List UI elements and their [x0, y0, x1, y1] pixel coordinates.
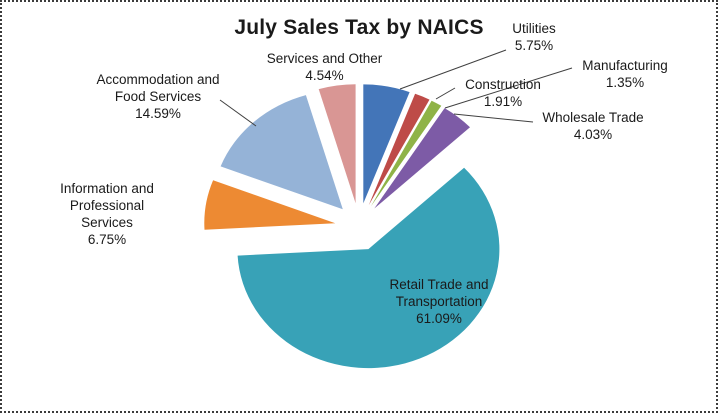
slice-label-services-and-other: Services and Other 4.54%: [242, 50, 407, 84]
slice-pct-text: 6.75%: [87, 232, 127, 247]
pie-slice-construction: [368, 93, 430, 206]
slice-pct-text: 1.35%: [605, 75, 645, 90]
slice-pct-text: 61.09%: [416, 311, 462, 326]
pie-slice-utilities: [363, 84, 410, 204]
slice-label-text: Manufacturing: [582, 58, 668, 73]
slice-label-accommodation-and-food-services: Accommodation and Food Services 14.59%: [92, 71, 224, 122]
pie-slice-information-and-professional-services: [204, 180, 336, 230]
pie-slice-services-and-other: [318, 84, 356, 204]
slice-label-construction: Construction 1.91%: [450, 76, 556, 110]
leader-line: [399, 49, 507, 90]
leader-line: [444, 67, 573, 109]
slice-label-text: Services and Other: [266, 51, 383, 66]
pie-slice-manufacturing: [371, 100, 442, 207]
leader-line: [453, 113, 534, 123]
slice-pct-text: 5.75%: [514, 38, 554, 53]
leader-line: [219, 99, 257, 127]
slice-label-text: Information and Professional Services: [60, 181, 154, 230]
slice-pct-text: 4.03%: [573, 127, 613, 142]
slice-label-text: Construction: [465, 77, 541, 92]
slice-label-information-and-professional-services: Information and Professional Services 6.…: [45, 180, 169, 248]
slice-label-text: Wholesale Trade: [542, 110, 644, 125]
slice-pct-text: 14.59%: [135, 106, 181, 121]
slice-label-text: Utilities: [512, 21, 556, 36]
slice-label-text: Accommodation and Food Services: [96, 72, 220, 104]
slice-pct-text: 4.54%: [305, 68, 344, 83]
slice-pct-text: 1.91%: [483, 94, 523, 109]
chart-title: July Sales Tax by NAICS: [234, 16, 484, 39]
leader-line: [435, 87, 456, 100]
slice-label-wholesale-trade: Wholesale Trade 4.03%: [530, 109, 656, 143]
pie-slice-retail-trade-and-transportation: [237, 167, 500, 369]
pie-slice-accommodation-and-food-services: [220, 95, 343, 210]
slice-label-manufacturing: Manufacturing 1.35%: [562, 57, 688, 91]
slice-label-retail-trade-and-transportation: Retail Trade and Transportation 61.09%: [376, 276, 502, 327]
pie-slice-wholesale-trade: [374, 108, 470, 209]
slice-label-text: Retail Trade and Transportation: [389, 277, 489, 309]
slice-label-utilities: Utilities 5.75%: [494, 20, 574, 54]
